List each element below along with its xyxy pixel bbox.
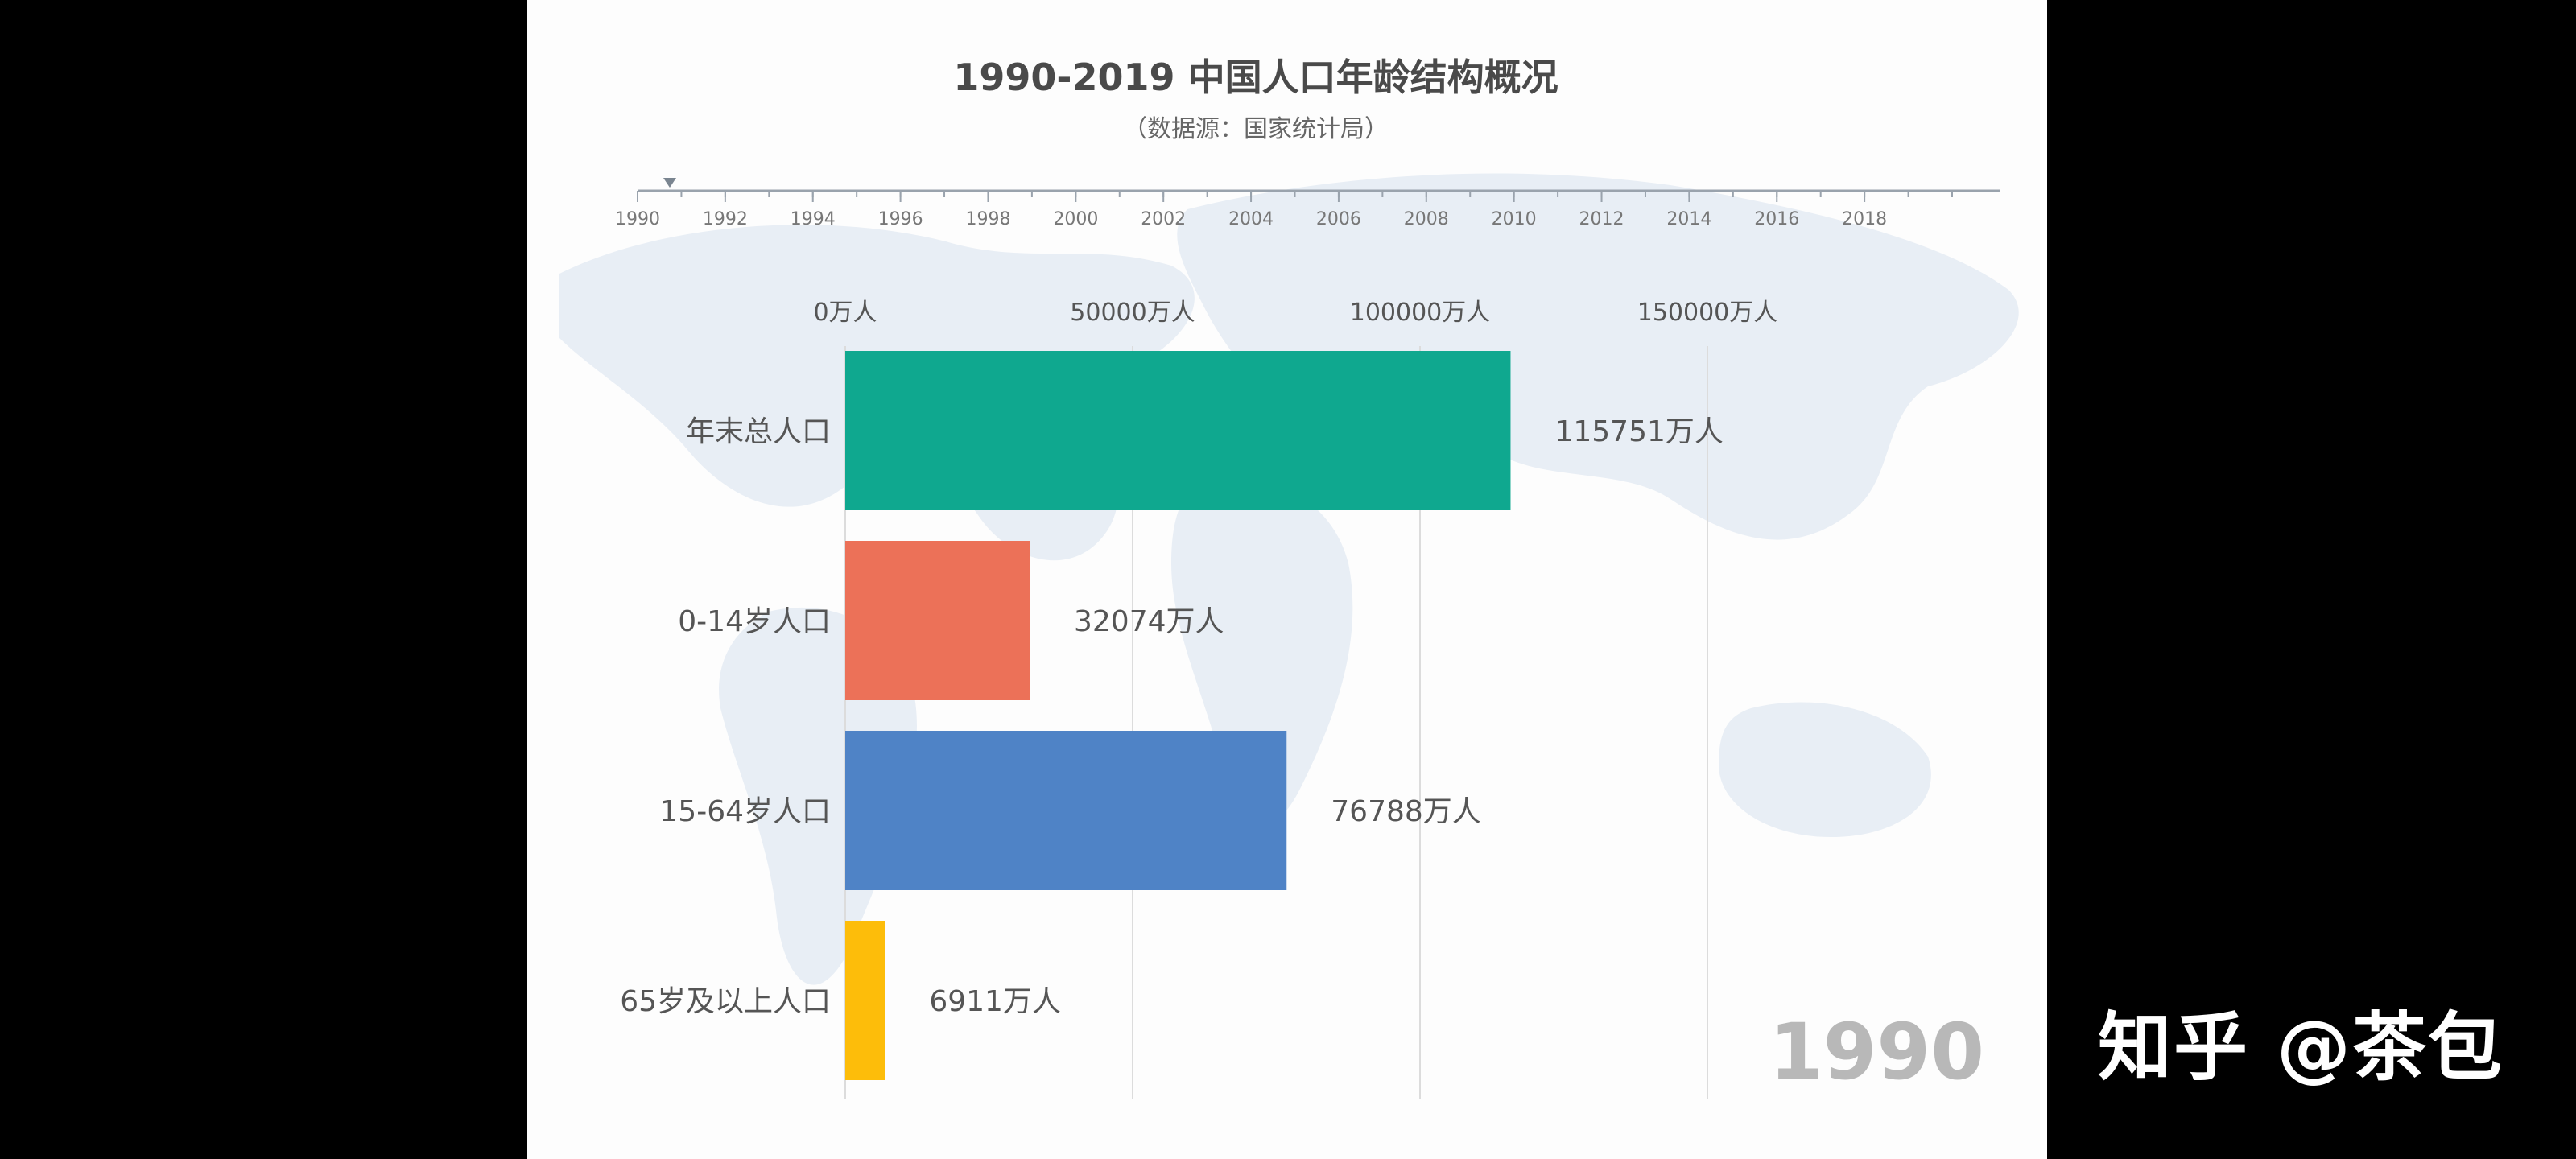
value-label: 32074万人 <box>1074 605 1224 638</box>
x-tick-label: 100000万人 <box>1350 299 1491 327</box>
category-label: 年末总人口 <box>686 415 831 448</box>
timeline-tick-label: 2002 <box>1141 209 1186 229</box>
chart-frame: 1990-2019 中国人口年龄结构概况 （数据源：国家统计局） 1990 199… <box>527 0 2047 1159</box>
x-axis: 0万人 50000万人 100000万人 150000万人 <box>813 299 1777 327</box>
bars-group: 年末总人口 115751万人 0-14岁人口 32074万人 15-64岁人口 76788… <box>620 351 1724 1080</box>
value-label: 6911万人 <box>929 985 1061 1018</box>
timeline-tick-label: 2010 <box>1492 209 1537 229</box>
timeline-tick-label: 2000 <box>1053 209 1098 229</box>
x-tick-label: 50000万人 <box>1070 299 1195 327</box>
value-label: 76788万人 <box>1331 795 1481 828</box>
chart-subtitle: （数据源：国家统计局） <box>1123 115 1389 143</box>
timeline-tick-label: 2018 <box>1842 209 1887 229</box>
timeline-tick-label: 2016 <box>1754 209 1799 229</box>
bar-0 <box>845 351 1511 510</box>
timeline-tick-label: 2006 <box>1316 209 1361 229</box>
timeline-tick-label: 1992 <box>703 209 748 229</box>
world-map-background <box>559 173 2019 985</box>
timeline-tick-label: 1994 <box>791 209 836 229</box>
x-tick-label: 150000万人 <box>1637 299 1778 327</box>
category-label: 65岁及以上人口 <box>620 985 831 1018</box>
timeline-tick-label: 1996 <box>878 209 923 229</box>
bar-chart: 1990-2019 中国人口年龄结构概况 （数据源：国家统计局） 1990 199… <box>559 56 2019 1099</box>
bar-3 <box>845 921 886 1080</box>
chart-title: 1990-2019 中国人口年龄结构概况 <box>953 56 1558 99</box>
timeline-pointer-icon[interactable] <box>663 178 676 188</box>
timeline-tick-label: 2012 <box>1579 209 1624 229</box>
watermark-text: 知乎 @茶包 <box>2097 1004 2504 1091</box>
current-year-label: 1990 <box>1769 1007 1984 1097</box>
timeline-tick-label: 2004 <box>1228 209 1274 229</box>
x-tick-label: 0万人 <box>813 299 877 327</box>
timeline-tick-label: 1990 <box>615 209 660 229</box>
timeline-tick-label: 2014 <box>1666 209 1711 229</box>
timeline-tick-label: 2008 <box>1404 209 1449 229</box>
timeline-tick-label: 1998 <box>965 209 1010 229</box>
category-label: 0-14岁人口 <box>678 605 831 638</box>
category-label: 15-64岁人口 <box>659 795 831 828</box>
bar-1 <box>845 541 1030 700</box>
value-label: 115751万人 <box>1554 415 1723 448</box>
timeline-axis: 1990 1992 1994 1996 1998 2000 2002 2004 2006 2008… <box>615 178 2000 229</box>
bar-2 <box>845 731 1287 890</box>
